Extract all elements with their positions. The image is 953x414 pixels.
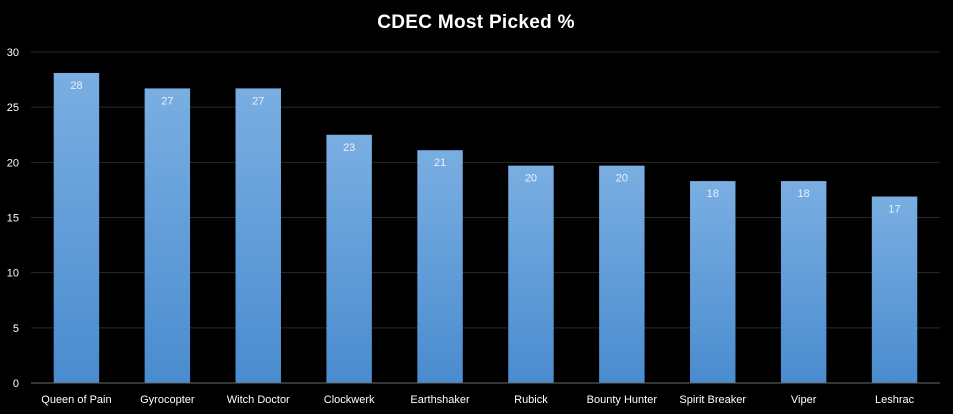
x-category-label: Witch Doctor xyxy=(227,394,290,406)
x-category-label: Spirit Breaker xyxy=(679,394,746,406)
chart-title: CDEC Most Picked % xyxy=(377,12,575,33)
bar-gyrocopter xyxy=(144,88,191,383)
x-category-label: Bounty Hunter xyxy=(587,394,658,406)
bar-earthshaker xyxy=(417,150,463,383)
y-tick-label: 10 xyxy=(7,268,19,280)
x-category-label: Earthshaker xyxy=(410,394,470,406)
data-label: 20 xyxy=(616,173,628,185)
data-label: 27 xyxy=(252,95,264,107)
data-label: 21 xyxy=(434,157,446,169)
x-category-label: Clockwerk xyxy=(324,394,375,406)
bar-viper xyxy=(780,181,827,383)
y-tick-label: 0 xyxy=(13,378,19,390)
data-label: 27 xyxy=(161,95,173,107)
bar-clockwerk xyxy=(326,134,372,383)
x-category-label: Rubick xyxy=(514,394,548,406)
x-category-label: Gyrocopter xyxy=(140,394,195,406)
x-category-label: Viper xyxy=(791,394,817,406)
bar-bounty-hunter xyxy=(599,165,645,383)
data-label: 28 xyxy=(70,80,82,92)
data-label: 17 xyxy=(888,204,900,216)
bar-witch-doctor xyxy=(235,88,281,383)
data-label: 20 xyxy=(525,173,537,185)
data-label: 18 xyxy=(707,188,719,200)
data-label: 18 xyxy=(798,188,810,200)
bar-queen-of-pain xyxy=(53,72,100,384)
data-labels: 28 27 27 23 21 20 20 18 18 17 xyxy=(70,80,900,216)
y-axis-ticks: 0 5 10 15 20 25 30 xyxy=(7,47,19,390)
bar-leshrac xyxy=(871,196,918,383)
bar-spirit-breaker xyxy=(690,181,736,383)
data-label: 23 xyxy=(343,142,355,154)
y-tick-label: 20 xyxy=(7,157,19,169)
bars xyxy=(53,72,918,384)
y-tick-label: 30 xyxy=(7,47,19,59)
x-category-label: Queen of Pain xyxy=(41,394,111,406)
x-category-label: Leshrac xyxy=(875,394,915,406)
y-tick-label: 15 xyxy=(7,213,19,225)
x-axis-labels: Queen of Pain Gyrocopter Witch Doctor Clock… xyxy=(41,394,914,406)
y-tick-label: 25 xyxy=(7,102,19,114)
bar-rubick xyxy=(508,165,554,383)
y-tick-label: 5 xyxy=(13,323,19,335)
